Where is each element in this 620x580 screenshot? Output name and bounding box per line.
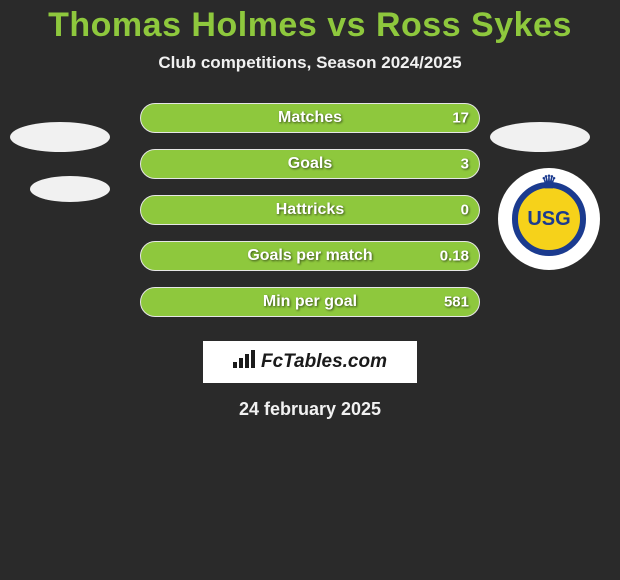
stat-row: Hattricks0 — [140, 195, 480, 225]
stat-label: Matches — [141, 109, 479, 127]
crown-icon: ♛ — [541, 172, 557, 193]
stat-label: Goals per match — [141, 247, 479, 265]
subtitle: Club competitions, Season 2024/2025 — [0, 53, 620, 73]
stat-value: 0 — [461, 202, 469, 219]
left-ellipse-1 — [10, 122, 110, 152]
logo-text: FcTables.com — [261, 351, 387, 373]
stat-row: Matches17 — [140, 103, 480, 133]
stat-label: Hattricks — [141, 201, 479, 219]
page-title: Thomas Holmes vs Ross Sykes — [0, 0, 620, 45]
stat-row: Min per goal581 — [140, 287, 480, 317]
stat-label: Goals — [141, 155, 479, 173]
stat-value: 0.18 — [440, 248, 469, 265]
stat-value: 17 — [452, 110, 469, 127]
bars-icon — [233, 350, 255, 374]
stat-row: Goals3 — [140, 149, 480, 179]
stat-value: 3 — [461, 156, 469, 173]
date-label: 24 february 2025 — [0, 399, 620, 420]
stat-row: Goals per match0.18 — [140, 241, 480, 271]
stat-label: Min per goal — [141, 293, 479, 311]
left-ellipse-2 — [30, 176, 110, 202]
club-crest-inner: ♛ USG — [512, 182, 585, 255]
right-ellipse-1 — [490, 122, 590, 152]
club-crest: ♛ USG — [498, 168, 600, 270]
stat-value: 581 — [444, 294, 469, 311]
fctables-logo: FcTables.com — [203, 341, 417, 383]
crest-text: USG — [527, 208, 570, 231]
